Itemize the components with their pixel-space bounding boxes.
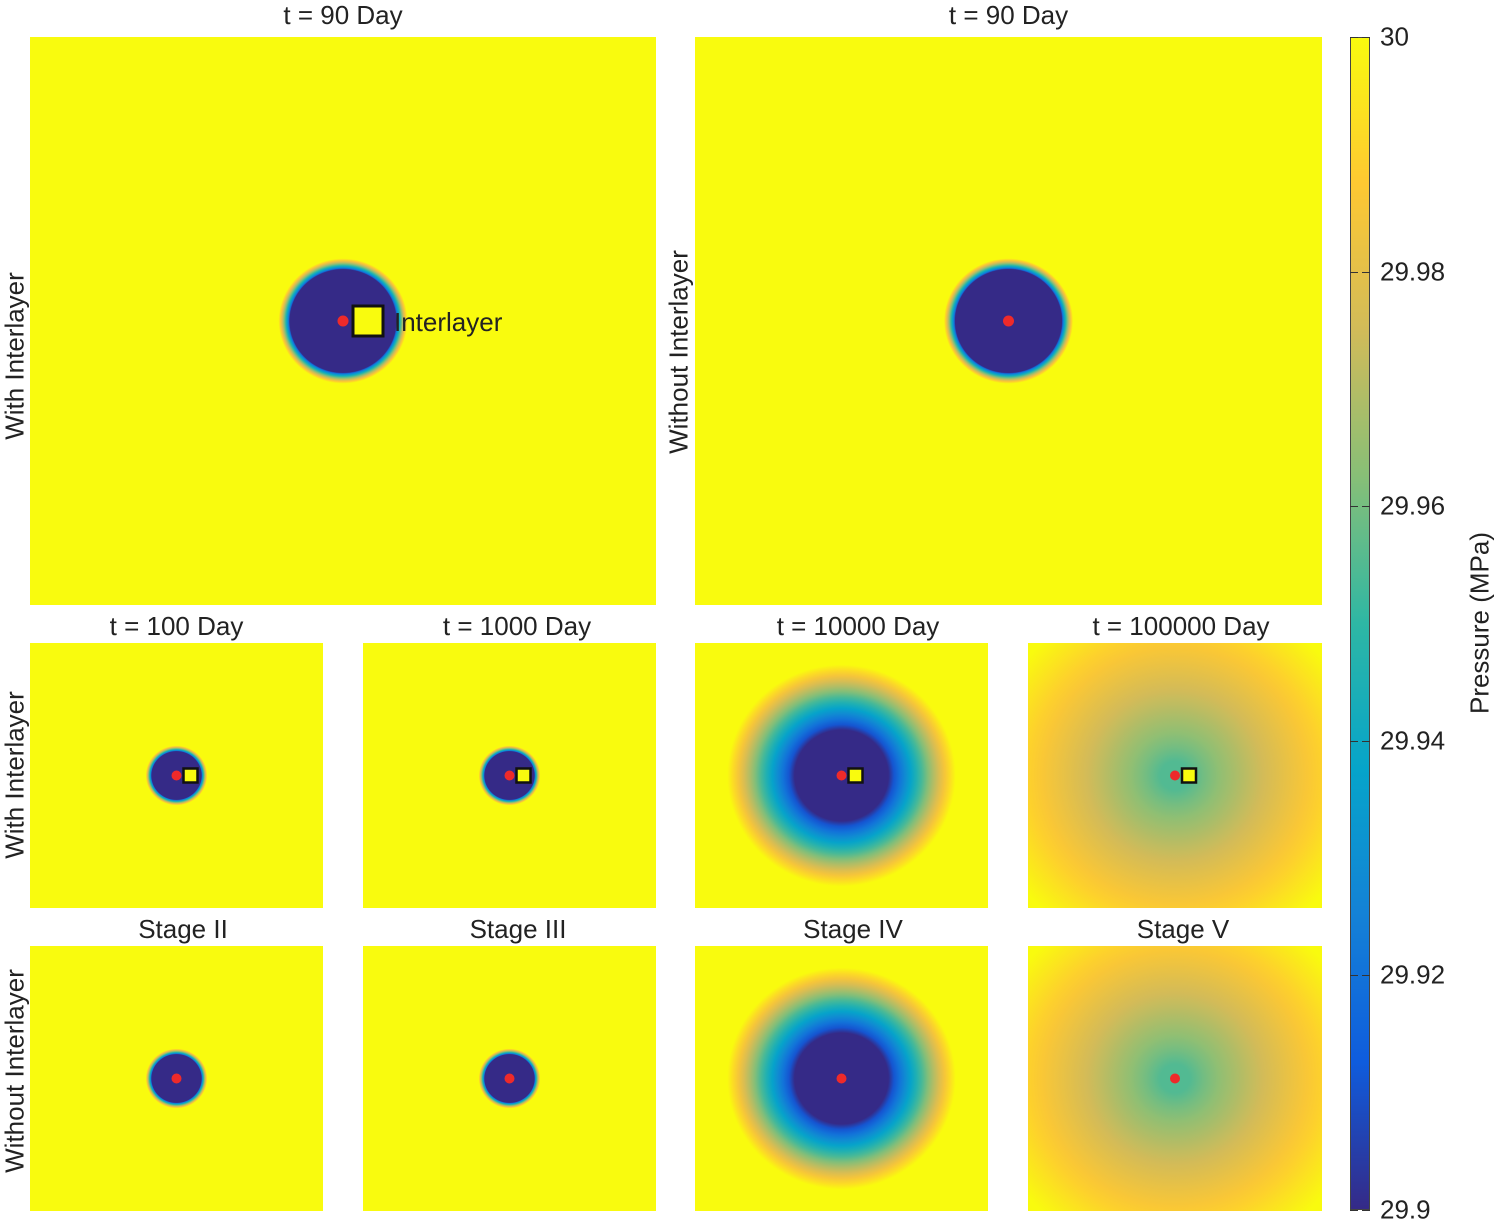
well-marker [1170,1073,1180,1084]
colorbar-tick-mark [1350,271,1358,273]
heatmap-mid-1 [30,643,323,908]
panel-title-mid-3: t = 10000 Day [776,611,940,641]
colorbar-tick-label: 29.9 [1380,1194,1431,1225]
heatmap-svg-top-with [30,37,656,605]
well-marker [171,770,182,781]
interlayer-annotation: Interlayer [394,307,503,337]
interlayer-square [351,304,385,338]
heatmap-svg-bot-3 [695,946,988,1211]
heatmap-svg-mid-2 [363,643,656,908]
colorbar-tick-mark [1350,506,1358,508]
heatmap-bot-1 [30,946,323,1211]
row-label-top-with: With Interlayer [0,272,30,440]
panel-title-top-with: t = 90 Day [283,0,403,30]
colorbar-tick-mark [1362,506,1370,508]
colorbar-tick-mark [1350,975,1358,977]
colorbar-tick-mark [1362,37,1370,38]
colorbar-tick-label: 30 [1380,21,1409,52]
well-marker [504,770,515,781]
heatmap-svg-bot-1 [30,946,323,1211]
interlayer-square [515,767,532,784]
well-marker [504,1073,515,1084]
row-label-top-without: Without Interlayer [663,250,694,454]
heatmap-svg-mid-3 [695,643,988,908]
colorbar-tick-mark [1350,740,1358,742]
well-marker [836,1073,847,1084]
interlayer-square [847,767,864,784]
well-marker [836,770,847,781]
colorbar-tick-mark [1362,271,1370,273]
panel-title-top-without: t = 90 Day [948,0,1069,30]
interlayer-square [1180,767,1198,784]
colorbar-tick-mark [1350,37,1358,38]
well-marker [1170,770,1180,781]
heatmap-svg-bot-4 [1028,946,1322,1211]
heatmap-mid-4 [1028,643,1322,908]
heatmap-bot-3 [695,946,988,1211]
panel-title-bot-1: Stage II [138,914,228,944]
panel-title-bot-3: Stage IV [803,914,903,944]
well-marker [1003,315,1014,327]
panel-title-bot-2: Stage III [469,914,567,944]
well-marker [171,1073,182,1084]
heatmap-bot-2 [363,946,656,1211]
panel-title-mid-1: t = 100 Day [109,611,244,641]
colorbar-tick-mark [1362,1210,1370,1211]
heatmap-top-without [695,37,1322,605]
well-marker [337,315,349,327]
panel-title-mid-2: t = 1000 Day [442,611,592,641]
colorbar-tick-label: 29.96 [1380,490,1446,521]
panel-title-bot-4: Stage V [1136,914,1230,944]
colorbar-tick-mark [1362,740,1370,742]
colorbar-tick-label: 29.94 [1380,725,1446,756]
colorbar [1350,37,1370,1210]
heatmap-mid-3 [695,643,988,908]
heatmap-mid-2 [363,643,656,908]
heatmap-svg-mid-4 [1028,643,1322,908]
row-label-bottom: Without Interlayer [0,969,30,1173]
colorbar-tick-mark [1362,975,1370,977]
heatmap-bot-4 [1028,946,1322,1211]
panel-title-mid-4: t = 100000 Day [1092,611,1270,641]
row-label-middle: With Interlayer [0,691,30,859]
colorbar-tick-label: 29.98 [1380,256,1446,287]
colorbar-label: Pressure (MPa) [1464,531,1495,715]
colorbar-tick-label: 29.92 [1380,959,1446,990]
colorbar-tick-mark [1350,1210,1358,1211]
interlayer-square [182,767,199,784]
heatmap-svg-mid-1 [30,643,323,908]
heatmap-svg-bot-2 [363,946,656,1211]
heatmap-svg-top-without [695,37,1322,605]
heatmap-top-with [30,37,656,605]
